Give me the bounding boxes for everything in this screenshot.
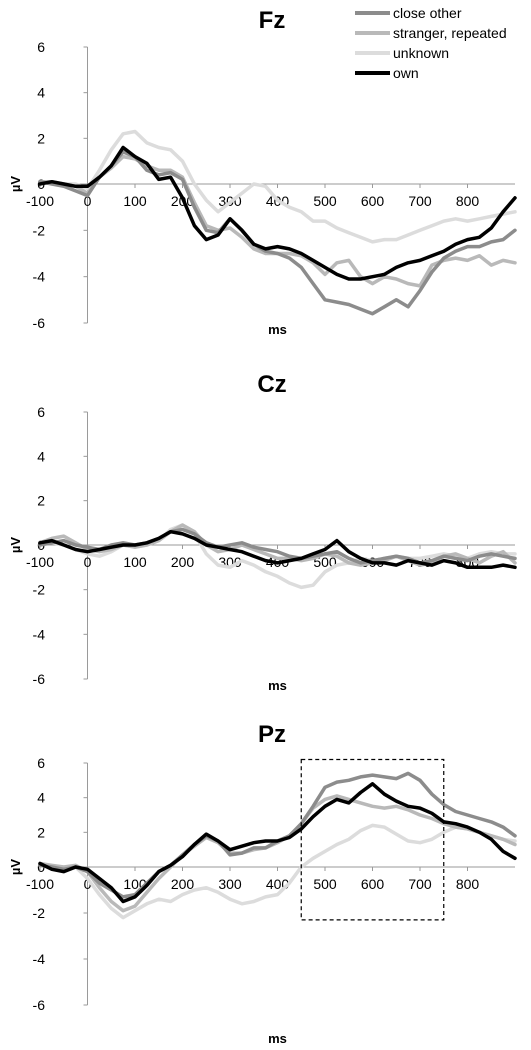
series-line-unknown xyxy=(38,823,517,920)
y-tick-label: 6 xyxy=(37,404,45,420)
y-tick-label: -2 xyxy=(33,905,46,921)
x-tick-label: 500 xyxy=(313,193,337,209)
x-tick-label: 0 xyxy=(84,193,92,209)
x-tick-label: 500 xyxy=(313,554,337,570)
x-tick-label: -100 xyxy=(26,193,54,209)
x-axis-label: ms xyxy=(268,1031,287,1046)
series-line-own xyxy=(38,782,517,904)
x-tick-label: -100 xyxy=(26,876,54,892)
x-tick-label: 800 xyxy=(456,193,480,209)
x-tick-label: 700 xyxy=(408,876,432,892)
x-tick-label: 100 xyxy=(123,554,147,570)
legend-label-unknown: unknown xyxy=(393,45,449,61)
x-tick-label: 0 xyxy=(84,876,92,892)
x-tick-label: 100 xyxy=(123,193,147,209)
series-line-own xyxy=(38,145,517,281)
y-tick-label: 2 xyxy=(37,493,45,509)
y-tick-label: 2 xyxy=(37,824,45,840)
legend-label-stranger-repeated: stranger, repeated xyxy=(393,25,507,41)
y-axis-label: µV xyxy=(8,537,23,553)
x-tick-label: 800 xyxy=(456,876,480,892)
x-axis-label: ms xyxy=(268,322,287,337)
legend: close other stranger, repeated unknown o… xyxy=(355,5,507,81)
x-axis-label: ms xyxy=(268,678,287,693)
y-tick-label: -6 xyxy=(33,671,46,687)
x-tick-label: 400 xyxy=(266,876,290,892)
y-tick-label: -6 xyxy=(33,315,46,331)
y-tick-label: 6 xyxy=(37,39,45,55)
y-tick-label: 4 xyxy=(37,85,45,101)
x-tick-label: 200 xyxy=(171,554,195,570)
analysis-window-box xyxy=(300,758,445,921)
y-tick-label: -6 xyxy=(33,997,46,1013)
x-tick-label: 600 xyxy=(361,193,385,209)
y-tick-label: -4 xyxy=(33,626,46,642)
x-tick-label: 200 xyxy=(171,876,195,892)
x-tick-label: -100 xyxy=(26,554,54,570)
x-tick-label: 600 xyxy=(361,876,385,892)
y-tick-label: -4 xyxy=(33,269,46,285)
y-tick-label: 6 xyxy=(37,755,45,771)
y-axis-label: µV xyxy=(8,176,23,192)
panel-title: Pz xyxy=(258,721,286,748)
x-tick-label: 0 xyxy=(84,554,92,570)
panel-title: Cz xyxy=(257,371,286,398)
legend-label-own: own xyxy=(393,65,419,81)
x-tick-label: 500 xyxy=(313,876,337,892)
y-tick-label: -4 xyxy=(33,951,46,967)
y-tick-label: 4 xyxy=(37,448,45,464)
y-tick-label: 2 xyxy=(37,130,45,146)
y-tick-label: -2 xyxy=(33,222,46,238)
x-tick-label: 300 xyxy=(218,876,242,892)
y-axis-label: µV xyxy=(8,859,23,875)
series-line-unknown xyxy=(38,129,517,244)
legend-label-close-other: close other xyxy=(393,5,462,21)
series-line-own xyxy=(38,529,517,570)
y-tick-label: 4 xyxy=(37,790,45,806)
y-tick-label: -2 xyxy=(33,582,46,598)
x-tick-label: 700 xyxy=(408,193,432,209)
series-line-close-other xyxy=(38,150,517,316)
panel-title: Fz xyxy=(259,7,286,34)
series-line-close-other xyxy=(38,527,517,565)
